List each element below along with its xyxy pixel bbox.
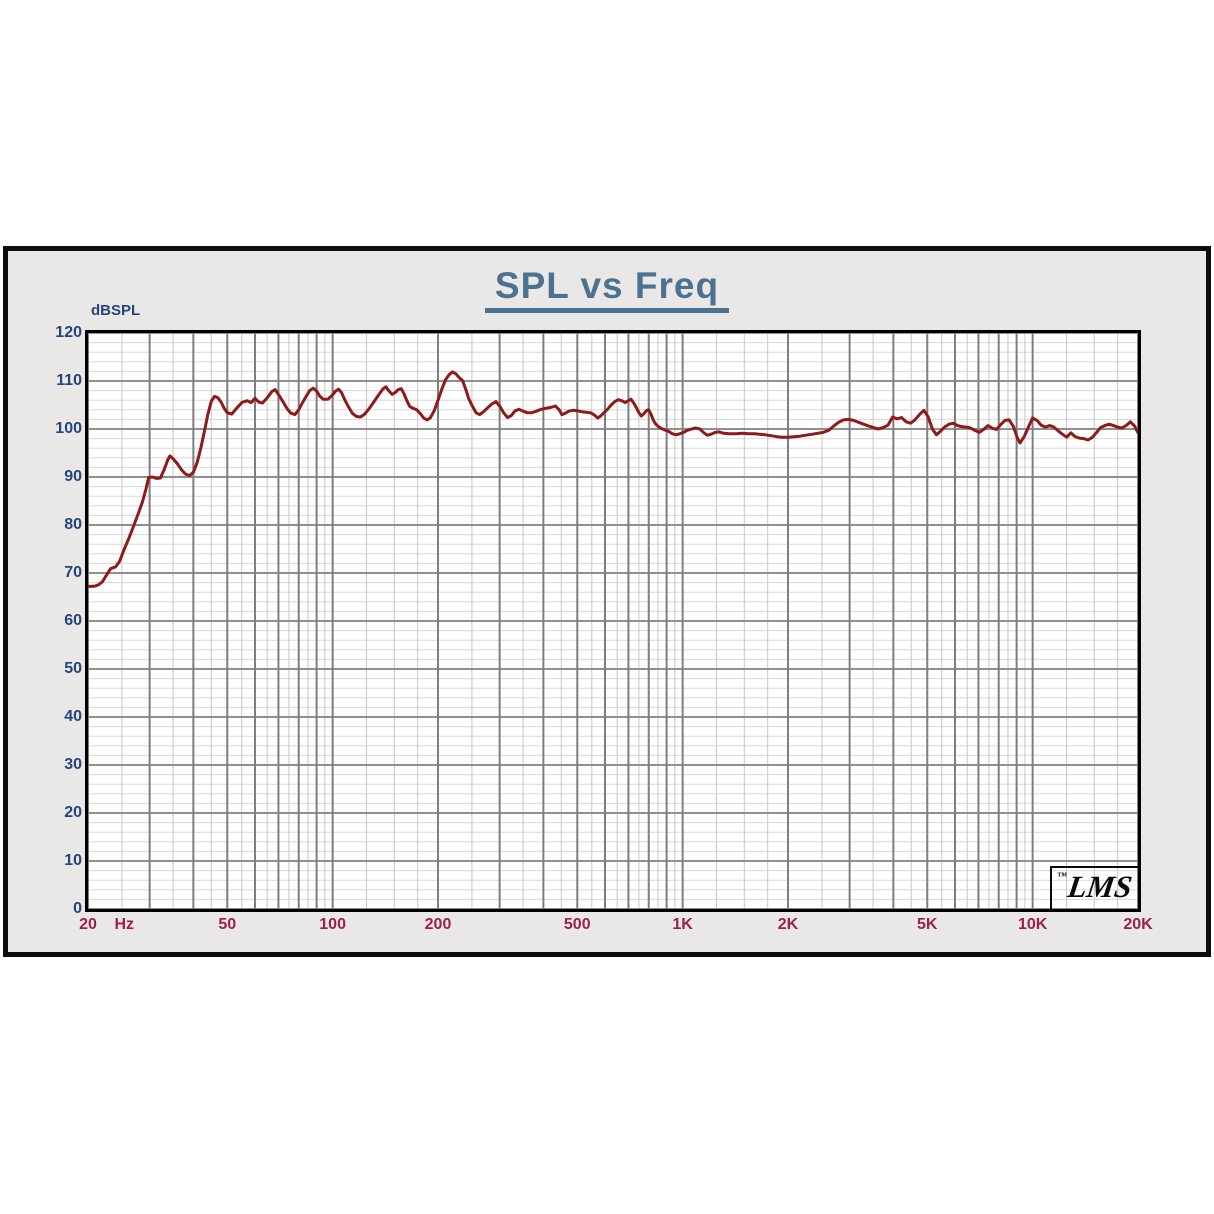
spl-curve xyxy=(88,370,1138,588)
chart-panel: SPL vs Freq dBSPL ™LMS 0 10 20 30 40 50 60 70 80… xyxy=(3,246,1211,957)
x-tick-label: 1K xyxy=(672,916,693,933)
grid-major-vertical xyxy=(88,333,1138,909)
y-tick-label: 20 xyxy=(64,804,82,821)
chart-title-row: SPL vs Freq xyxy=(8,265,1206,313)
x-tick-label: 50 xyxy=(218,916,237,933)
y-tick-label: 40 xyxy=(64,708,82,725)
chart-title: SPL vs Freq xyxy=(484,265,730,313)
y-tick-label: 110 xyxy=(56,372,82,389)
y-tick-label: 70 xyxy=(64,564,82,581)
x-tick-label: 200 xyxy=(424,916,452,933)
x-tick-label: 20 xyxy=(79,916,97,933)
y-tick-label: 0 xyxy=(73,900,82,917)
x-tick-label: 100 xyxy=(319,916,346,933)
lms-logo: LMS xyxy=(1065,869,1135,904)
x-tick-label: 5K xyxy=(917,916,938,933)
x-axis-unit-label: Hz xyxy=(114,916,134,933)
plot-area: ™LMS xyxy=(85,330,1141,912)
x-tick-label: 20K xyxy=(1123,916,1153,933)
y-tick-label: 50 xyxy=(64,660,82,677)
y-tick-label: 120 xyxy=(55,324,82,341)
x-tick-label: 2K xyxy=(777,916,799,933)
y-tick-label: 80 xyxy=(64,516,82,533)
y-axis-unit-label: dBSPL xyxy=(91,302,141,319)
trademark-symbol: ™ xyxy=(1057,871,1068,882)
y-tick-label: 90 xyxy=(64,468,82,485)
y-tick-label: 30 xyxy=(64,756,82,773)
y-tick-label: 10 xyxy=(64,852,82,869)
grid-minor-horizontal xyxy=(88,342,1138,900)
grid-major-horizontal xyxy=(88,333,1138,909)
y-tick-label: 100 xyxy=(55,420,82,437)
lms-logo-box: ™LMS xyxy=(1050,866,1138,909)
spl-frequency-chart xyxy=(88,333,1138,909)
x-tick-label: 10K xyxy=(1017,916,1048,933)
y-tick-label: 60 xyxy=(64,612,82,629)
x-tick-label: 500 xyxy=(563,916,591,933)
